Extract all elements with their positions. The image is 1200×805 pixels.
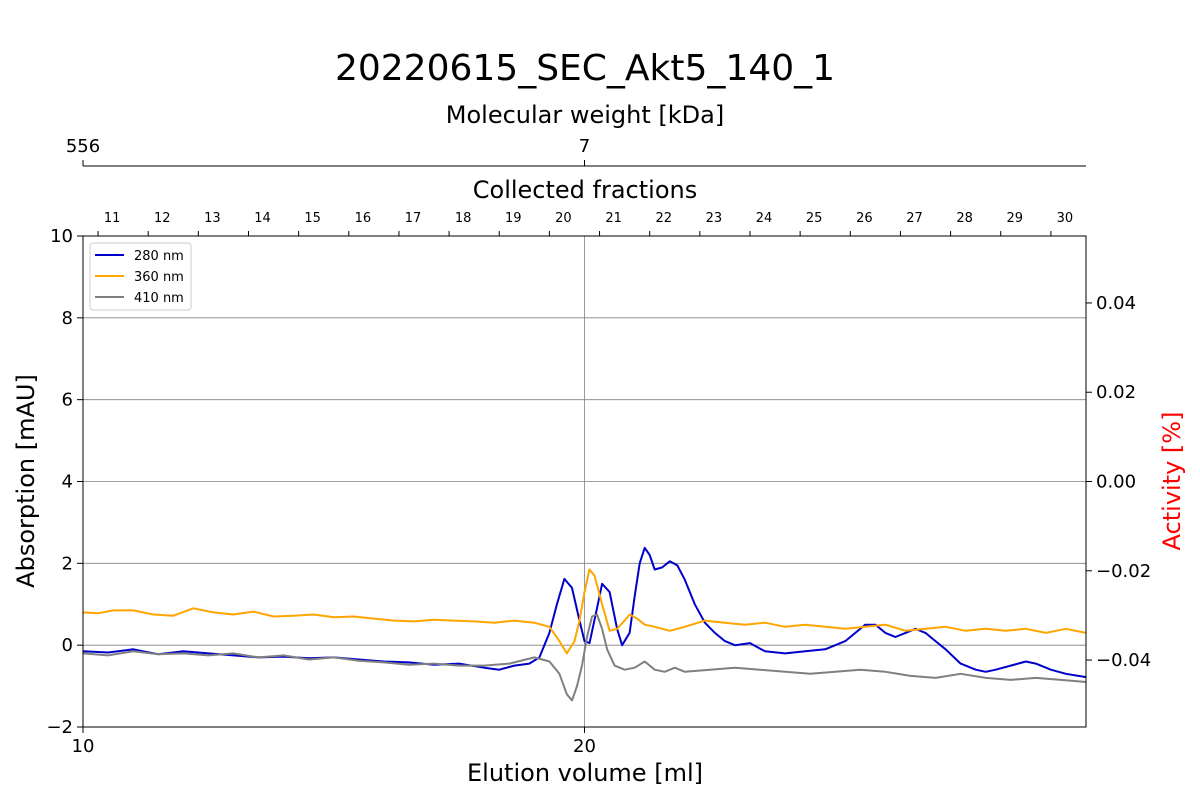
- y-tick-label: 6: [62, 390, 73, 411]
- fraction-label: 21: [605, 211, 622, 226]
- legend-label: 280 nm: [134, 249, 184, 264]
- collected-fractions-axis-label: Collected fractions: [473, 176, 697, 204]
- legend: 280 nm 360 nm 410 nm: [89, 242, 192, 311]
- x-tick-label: 20: [573, 736, 596, 757]
- fraction-label: 15: [304, 211, 321, 226]
- fraction-label: 16: [355, 211, 372, 226]
- y-tick-label: 8: [62, 308, 73, 329]
- chart-title: 20220615_SEC_Akt5_140_1: [335, 48, 835, 89]
- fraction-label: 12: [154, 211, 171, 226]
- fraction-label: 13: [204, 211, 221, 226]
- y-axis-label: Absorption [mAU]: [12, 374, 40, 588]
- fraction-label: 11: [104, 211, 121, 226]
- y-tick-label: 0: [62, 635, 73, 656]
- fraction-label: 17: [405, 211, 422, 226]
- fraction-label: 28: [956, 211, 973, 226]
- fraction-label: 22: [655, 211, 672, 226]
- series-line-280-nm: [82, 546, 1087, 679]
- fraction-label: 26: [856, 211, 873, 226]
- grid-lines: [83, 236, 1086, 727]
- x-axis-label: Elution volume [ml]: [467, 759, 703, 787]
- fraction-label: 24: [756, 211, 773, 226]
- y2-tick-label: 0.02: [1096, 382, 1136, 403]
- fraction-label: 19: [505, 211, 522, 226]
- fraction-label: 27: [906, 211, 923, 226]
- fraction-label: 25: [806, 211, 823, 226]
- fraction-label: 29: [1007, 211, 1024, 226]
- y-tick-label: 10: [50, 226, 73, 247]
- legend-label: 360 nm: [134, 270, 184, 285]
- fraction-label: 20: [555, 211, 572, 226]
- y2-axis-label: Activity [%]: [1158, 412, 1186, 551]
- y2-tick-label: −0.02: [1096, 561, 1151, 582]
- series-lines: [82, 546, 1087, 702]
- series-line-360-nm: [82, 568, 1087, 655]
- y-tick-label: −2: [46, 717, 73, 738]
- fraction-label: 18: [455, 211, 472, 226]
- mw-tick-label: 556: [66, 136, 100, 157]
- fraction-label: 23: [706, 211, 723, 226]
- legend-box: [89, 242, 192, 311]
- y2-tick-label: 0.04: [1096, 293, 1136, 314]
- legend-label: 410 nm: [134, 291, 184, 306]
- y-tick-label: 4: [62, 472, 73, 493]
- molecular-weight-axis-label: Molecular weight [kDa]: [446, 101, 724, 129]
- fraction-label: 30: [1057, 211, 1074, 226]
- series-line-410-nm: [82, 613, 1087, 702]
- y2-tick-label: −0.04: [1096, 650, 1151, 671]
- y2-tick-label: 0.00: [1096, 472, 1136, 493]
- y-tick-label: 2: [62, 553, 73, 574]
- x-tick-label: 10: [72, 736, 95, 757]
- fraction-label: 14: [254, 211, 271, 226]
- mw-tick-label: 7: [579, 136, 590, 157]
